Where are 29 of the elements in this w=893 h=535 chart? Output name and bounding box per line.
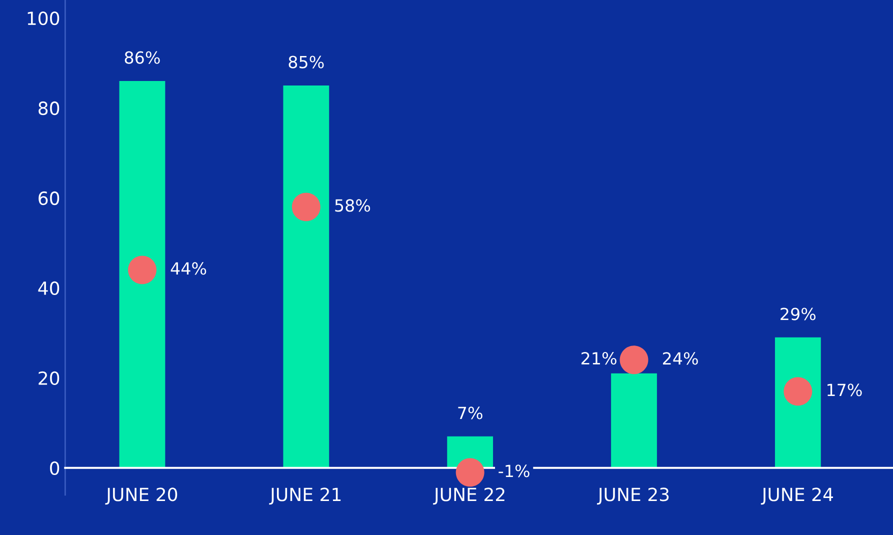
y-tick-label: 0	[50, 461, 60, 475]
y-tick-label: 20	[38, 371, 60, 386]
data-label: 24%	[663, 352, 698, 365]
x-tick-label: JUNE 23	[596, 488, 669, 505]
bar	[611, 373, 657, 468]
bar	[119, 80, 166, 468]
data-label: -1%	[498, 464, 530, 478]
x-tick-label: JUNE 20	[105, 488, 178, 505]
y-tick-label: 40	[38, 281, 60, 296]
data-label: 7%	[458, 406, 482, 420]
y-tick-label: 100	[28, 11, 60, 26]
data-label: 58%	[335, 199, 370, 212]
bar	[283, 85, 330, 468]
point	[456, 458, 484, 487]
data-label: 85%	[288, 56, 324, 68]
data-label: 29%	[780, 308, 816, 320]
point	[620, 346, 648, 374]
x-tick-label: JUNE 24	[760, 488, 833, 505]
point	[784, 377, 812, 406]
y-tick-label: 60	[38, 191, 60, 206]
point	[128, 256, 156, 284]
data-label: 44%	[170, 262, 206, 275]
data-label: 17%	[828, 384, 862, 396]
x-tick-label: JUNE 21	[269, 488, 341, 505]
y-tick-label: 80	[38, 101, 60, 116]
data-label: 86%	[124, 51, 160, 64]
x-tick-label: JUNE 22	[433, 488, 504, 505]
point	[292, 192, 320, 222]
data-label: 21%	[582, 352, 616, 365]
